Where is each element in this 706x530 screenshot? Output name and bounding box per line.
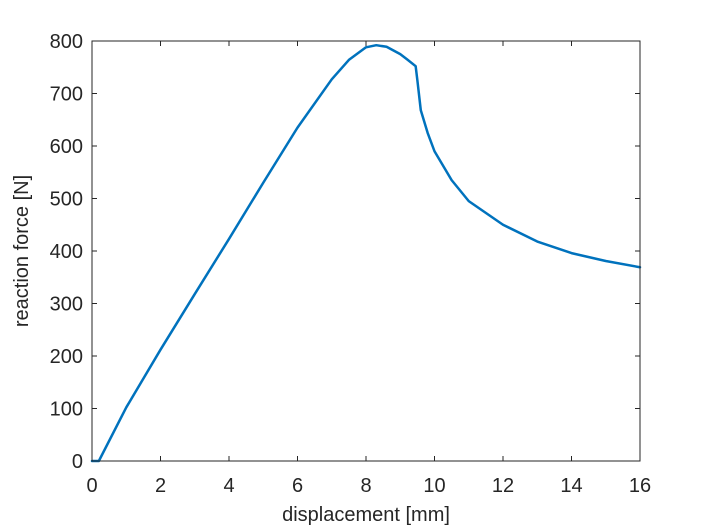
y-tick-label: 100	[50, 399, 83, 421]
x-tick-label: 8	[360, 475, 371, 497]
x-axis-title: displacement [mm]	[282, 504, 450, 526]
y-tick-label: 200	[50, 346, 83, 368]
series-line	[90, 43, 642, 463]
x-tick-label: 12	[492, 475, 514, 497]
x-tick-label: 4	[223, 475, 234, 497]
y-tick-labels: 0 100 200 300 400 500 600 700 800	[50, 31, 83, 473]
plot-background	[92, 41, 640, 461]
y-tick-label: 500	[50, 189, 83, 211]
series-layer	[90, 43, 642, 463]
x-tick-label: 2	[155, 475, 166, 497]
x-tick-label: 14	[560, 475, 582, 497]
y-tick-label: 400	[50, 241, 83, 263]
y-tick-label: 0	[72, 451, 83, 473]
x-tick-labels: 0 2 4 6 8 10 12 14 16	[86, 475, 651, 497]
y-axis-title: reaction force [N]	[11, 175, 33, 327]
y-tick-label: 600	[50, 136, 83, 158]
y-tick-label: 300	[50, 294, 83, 316]
x-tick-label: 6	[292, 475, 303, 497]
plot-frame	[91, 40, 641, 462]
x-tick-label: 0	[86, 475, 97, 497]
y-tick-label: 800	[50, 31, 83, 53]
x-tick-label: 10	[423, 475, 445, 497]
x-tick-label: 16	[629, 475, 651, 497]
y-tick-label: 700	[50, 84, 83, 106]
